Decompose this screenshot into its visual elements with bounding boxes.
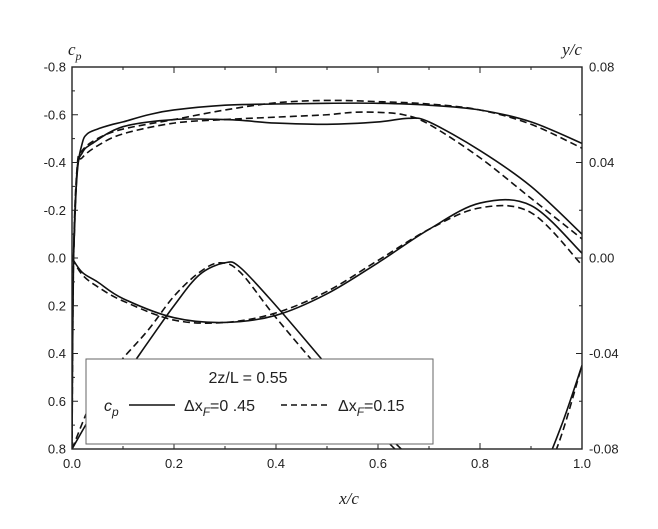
y-left-axis-title-sub: p [75,49,82,63]
y-left-tick-label: 0.2 [48,298,66,313]
y-right-tick-label: 0.04 [589,155,614,170]
legend-title: 2z/L = 0.55 [208,370,287,387]
legend-cp-main: c [104,398,112,415]
y-right-tick-label: -0.04 [589,346,619,361]
y-left-tick-label: 0.8 [48,442,66,457]
series-dashed-cp-lower [72,111,582,259]
series-dashed-shape-lower [72,261,582,449]
series-solid-shape-lower [72,261,582,449]
y-left-axis-title: cp [68,40,82,63]
series-solid-shape-upper [72,198,582,324]
legend-entry-2-prefix: Δx [338,398,357,415]
y-left-tick-label: -0.2 [44,203,66,218]
x-tick-label: 1.0 [573,456,591,471]
x-tick-label: 0.2 [165,456,183,471]
legend-entry-1-sub: F [203,405,211,419]
legend-entry-2-suffix: =0.15 [364,398,405,415]
y-left-tick-label: -0.4 [44,155,66,170]
legend-box [85,358,434,445]
x-tick-label: 0.8 [471,456,489,471]
y-left-tick-label: 0.6 [48,394,66,409]
y-left-tick-label: 0.4 [48,346,66,361]
y-right-tick-label: 0.00 [589,251,614,266]
y-left-tick-label: -0.8 [44,60,66,75]
y-left-tick-label: 0.0 [48,251,66,266]
legend-entry-1-suffix: =0 .45 [210,398,255,415]
x-tick-label: 0.0 [63,456,81,471]
legend-cp-sub: p [111,405,119,419]
series-solid-cp-lower [72,117,582,259]
y-right-tick-label: -0.08 [589,442,619,457]
y-right-axis-title: y/c [560,40,582,59]
y-left-tick-label: -0.6 [44,107,66,122]
series-dashed-shape-upper [72,204,582,324]
legend-entry-2-sub: F [357,405,365,419]
y-right-tick-label: 0.08 [589,60,614,75]
x-tick-label: 0.4 [267,456,285,471]
legend-entry-1: ΔxF=0 .45 [184,398,255,419]
legend-entry-2: ΔxF=0.15 [338,398,405,419]
series-dashed-cp-upper [72,99,582,449]
axes-group: 0.0 0.2 0.4 0.6 0.8 1.0 -0.8 -0.6 -0.4 -0.2 0.0 0.2… [44,60,619,472]
x-axis-title: x/c [338,489,359,508]
curves-group [72,99,582,449]
legend: 2z/L = 0.55 cp ΔxF=0 .45 ΔxF=0.15 [85,358,434,445]
x-tick-label: 0.6 [369,456,387,471]
y-left-axis-title-main: c [68,40,76,59]
legend-cp-label: cp [104,398,119,419]
legend-entry-1-prefix: Δx [184,398,203,415]
